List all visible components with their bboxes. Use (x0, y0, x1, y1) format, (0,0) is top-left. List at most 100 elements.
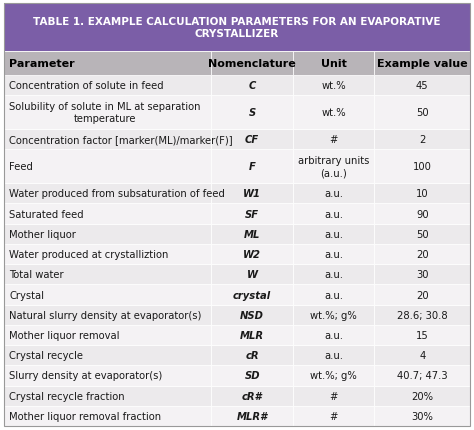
Bar (4, 345, 211, 366)
Text: cR#: cR# (242, 391, 263, 401)
Bar (293, 244, 374, 264)
Bar (211, 366, 293, 386)
Bar (4, 264, 211, 285)
Text: a.u.: a.u. (324, 290, 343, 300)
Bar (374, 184, 470, 204)
Text: 30: 30 (416, 270, 428, 280)
Bar (211, 184, 293, 204)
Text: Example value: Example value (377, 58, 467, 69)
Text: 50: 50 (416, 229, 428, 239)
Text: crystal: crystal (233, 290, 271, 300)
Text: Unit: Unit (321, 58, 346, 69)
Text: 20: 20 (416, 290, 428, 300)
Text: W1: W1 (243, 189, 261, 199)
Text: wt.%: wt.% (321, 81, 346, 91)
Text: C: C (248, 81, 256, 91)
Text: Saturated feed: Saturated feed (9, 209, 83, 219)
Text: SF: SF (245, 209, 259, 219)
Text: Slurry density at evaporator(s): Slurry density at evaporator(s) (9, 371, 162, 381)
Bar (4, 184, 211, 204)
Text: MLR#: MLR# (237, 411, 268, 421)
Text: Total water: Total water (9, 270, 64, 280)
Text: S: S (248, 108, 256, 118)
Bar (4, 406, 211, 426)
Text: Water produced at crystalliztion: Water produced at crystalliztion (9, 249, 168, 259)
Bar (4, 76, 211, 96)
Text: Solubility of solute in ML at separation
temperature: Solubility of solute in ML at separation… (9, 102, 201, 123)
Text: a.u.: a.u. (324, 350, 343, 360)
Bar (4, 244, 211, 264)
Text: a.u.: a.u. (324, 330, 343, 340)
Bar (4, 386, 211, 406)
Text: cR: cR (246, 350, 259, 360)
Text: Mother liquor removal: Mother liquor removal (9, 330, 119, 340)
Bar (293, 150, 374, 184)
Text: 10: 10 (416, 189, 428, 199)
Bar (293, 345, 374, 366)
Text: W2: W2 (243, 249, 261, 259)
Text: 28.6; 30.8: 28.6; 30.8 (397, 310, 447, 320)
Text: #: # (329, 411, 338, 421)
Bar (4, 4, 470, 52)
Text: wt.%; g%: wt.%; g% (310, 371, 357, 381)
Text: F: F (249, 162, 255, 172)
Text: 2: 2 (419, 135, 426, 145)
Text: 20%: 20% (411, 391, 433, 401)
Text: Crystal recycle fraction: Crystal recycle fraction (9, 391, 125, 401)
Text: #: # (329, 135, 338, 145)
Text: a.u.: a.u. (324, 229, 343, 239)
Bar (211, 96, 293, 130)
Bar (211, 406, 293, 426)
Bar (211, 285, 293, 305)
Bar (211, 204, 293, 224)
Text: 4: 4 (419, 350, 425, 360)
Text: Parameter: Parameter (9, 58, 74, 69)
Bar (374, 386, 470, 406)
Text: 45: 45 (416, 81, 428, 91)
Text: 15: 15 (416, 330, 428, 340)
Bar (4, 130, 211, 150)
Bar (4, 325, 211, 345)
Text: a.u.: a.u. (324, 270, 343, 280)
Text: MLR: MLR (240, 330, 264, 340)
Bar (374, 244, 470, 264)
Text: 20: 20 (416, 249, 428, 259)
Bar (211, 76, 293, 96)
Bar (211, 130, 293, 150)
Text: Mother liquor removal fraction: Mother liquor removal fraction (9, 411, 161, 421)
Text: TABLE 1. EXAMPLE CALCULATION PARAMETERS FOR AN EVAPORATIVE
CRYSTALLIZER: TABLE 1. EXAMPLE CALCULATION PARAMETERS … (33, 17, 441, 39)
Bar (293, 52, 374, 76)
Bar (4, 366, 211, 386)
Text: a.u.: a.u. (324, 249, 343, 259)
Text: Nomenclature: Nomenclature (208, 58, 296, 69)
Bar (211, 244, 293, 264)
Text: wt.%; g%: wt.%; g% (310, 310, 357, 320)
Bar (211, 150, 293, 184)
Bar (374, 366, 470, 386)
Text: NSD: NSD (240, 310, 264, 320)
Bar (293, 406, 374, 426)
Text: 100: 100 (413, 162, 432, 172)
Bar (4, 204, 211, 224)
Bar (4, 150, 211, 184)
Bar (211, 264, 293, 285)
Bar (374, 204, 470, 224)
Bar (374, 96, 470, 130)
Text: a.u.: a.u. (324, 209, 343, 219)
Bar (293, 285, 374, 305)
Text: wt.%: wt.% (321, 108, 346, 118)
Text: Mother liquor: Mother liquor (9, 229, 76, 239)
Text: CF: CF (245, 135, 259, 145)
Text: 40.7; 47.3: 40.7; 47.3 (397, 371, 447, 381)
Bar (374, 52, 470, 76)
Bar (4, 224, 211, 244)
Bar (293, 130, 374, 150)
Bar (374, 264, 470, 285)
Bar (211, 386, 293, 406)
Text: Feed: Feed (9, 162, 33, 172)
Bar (293, 325, 374, 345)
Bar (211, 305, 293, 325)
Text: Concentration of solute in feed: Concentration of solute in feed (9, 81, 164, 91)
Text: Crystal: Crystal (9, 290, 44, 300)
Text: Crystal recycle: Crystal recycle (9, 350, 83, 360)
